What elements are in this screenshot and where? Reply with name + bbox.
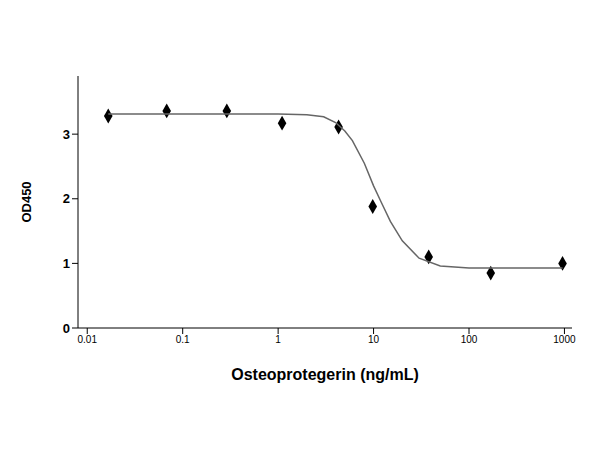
svg-text:Osteoprotegerin (ng/mL): Osteoprotegerin (ng/mL) (231, 366, 419, 383)
svg-text:3: 3 (63, 127, 70, 142)
svg-text:1000: 1000 (553, 334, 576, 345)
svg-text:0.01: 0.01 (78, 334, 98, 345)
svg-text:0.1: 0.1 (176, 334, 190, 345)
svg-text:100: 100 (461, 334, 478, 345)
svg-text:1: 1 (275, 334, 281, 345)
svg-text:0: 0 (63, 321, 70, 336)
svg-text:2: 2 (63, 191, 70, 206)
svg-text:1: 1 (63, 256, 70, 271)
svg-text:10: 10 (368, 334, 380, 345)
svg-text:OD450: OD450 (19, 181, 34, 222)
